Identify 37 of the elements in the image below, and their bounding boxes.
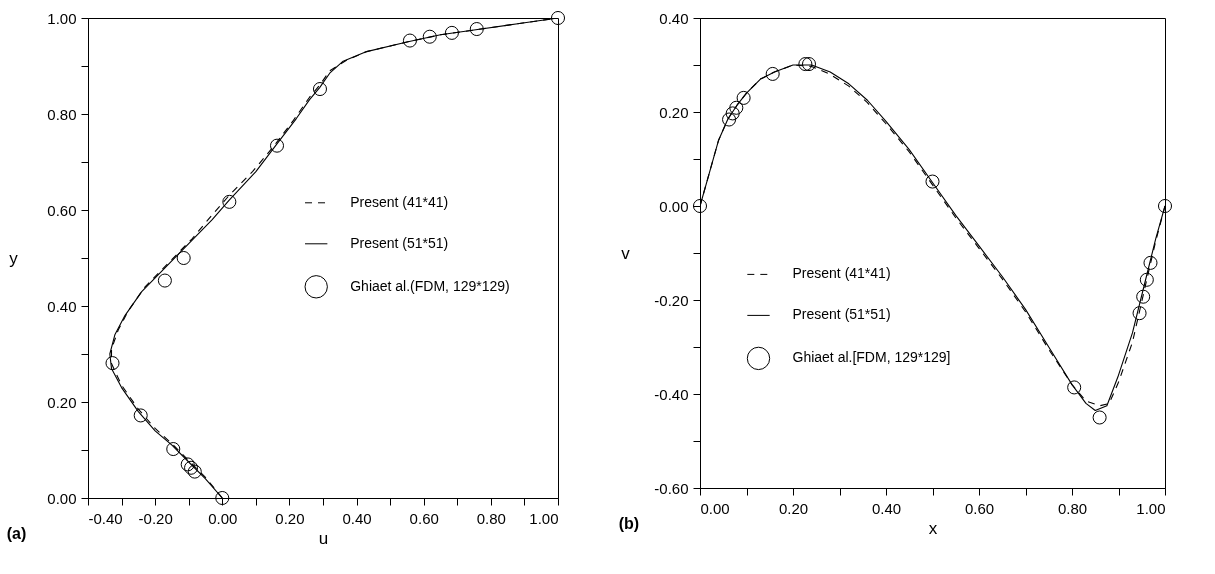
x-tick-label: 0.60 [964, 499, 995, 517]
legend-label: Ghiaet al.(FDM, 129*129) [350, 277, 510, 294]
y-axis-title: y [9, 248, 19, 268]
y-tick-label: 0.20 [47, 393, 77, 411]
x-tick-label: 0.20 [778, 499, 809, 517]
y-tick-label: -0.60 [654, 479, 689, 497]
x-tick-label: 1.00 [1136, 499, 1166, 517]
x-tick-label: 1.00 [529, 509, 559, 527]
x-axis-title: u [318, 528, 329, 548]
y-tick-label: -0.20 [654, 291, 689, 309]
y-axis-title: v [621, 243, 631, 263]
text: (a) [6, 525, 27, 542]
y-tick-label: -0.40 [654, 385, 689, 403]
legend-label: Present (51*51) [350, 234, 449, 251]
x-tick-label: 0.00 [700, 499, 730, 517]
text: (b) [618, 515, 640, 532]
y-tick-label: 0.60 [47, 201, 77, 219]
y-tick-label: 0.20 [659, 103, 689, 121]
x-tick-label: -0.40 [88, 509, 123, 527]
x-tick-label: 0.40 [342, 509, 372, 527]
x-tick-label: 0.40 [871, 499, 902, 517]
y-tick-label: 0.40 [659, 9, 689, 27]
y-tick-label: 0.80 [47, 105, 77, 123]
legend-label: Ghiaet al.[FDM, 129*129] [792, 349, 951, 366]
legend-label: Present (41*41) [350, 193, 449, 210]
x-tick-label: -0.20 [138, 509, 173, 527]
legend-label: Present (41*41) [792, 265, 891, 282]
x-tick-label: 0.80 [1057, 499, 1088, 517]
y-tick-label: 0.40 [47, 297, 77, 315]
legend-label: Present (51*51) [792, 306, 891, 323]
x-tick-label: 0.20 [275, 509, 305, 527]
x-tick-label: 0.60 [409, 509, 439, 527]
y-tick-label: 0.00 [659, 197, 689, 215]
x-tick-label: 0.80 [476, 509, 506, 527]
y-tick-label: 1.00 [47, 9, 77, 27]
x-axis-title: x [928, 518, 938, 538]
x-tick-label: 0.00 [208, 509, 238, 527]
